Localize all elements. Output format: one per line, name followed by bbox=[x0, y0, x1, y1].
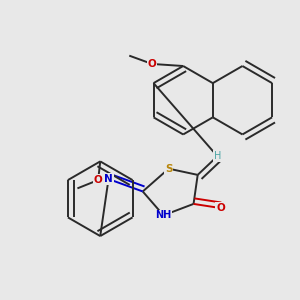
Text: O: O bbox=[216, 203, 225, 213]
Text: H: H bbox=[214, 151, 221, 161]
Text: NH: NH bbox=[155, 210, 172, 220]
Text: N: N bbox=[104, 174, 113, 184]
Text: O: O bbox=[94, 175, 103, 185]
Text: O: O bbox=[148, 59, 156, 69]
Text: S: S bbox=[165, 164, 172, 174]
